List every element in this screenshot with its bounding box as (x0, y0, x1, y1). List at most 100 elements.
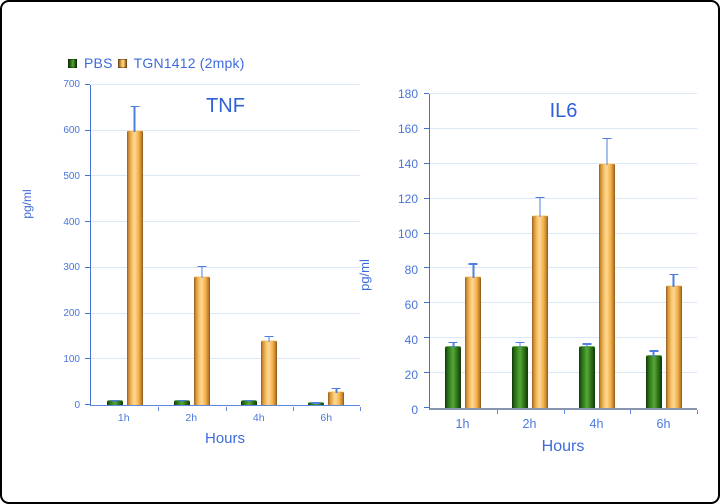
gridline (430, 372, 697, 374)
y-tick-label: 300 (63, 262, 80, 274)
gridline (91, 358, 360, 360)
y-tick-mark (424, 127, 429, 129)
x-tick-label: 1h (117, 412, 130, 424)
gridline (91, 129, 360, 131)
y-tick-label: 40 (404, 332, 418, 347)
x-tick-label: 2h (522, 417, 537, 431)
bar-tgn1412-2h (193, 276, 210, 405)
bar-slot (126, 85, 143, 405)
error-bar (311, 402, 321, 404)
x-tick-mark (496, 410, 498, 414)
y-tick-label: 20 (404, 367, 418, 382)
pbs-legend-swatch-icon (68, 58, 77, 68)
y-tick-label: 180 (397, 87, 418, 101)
bar-slot (106, 85, 123, 405)
bar-group-6h (645, 94, 682, 408)
y-tick-mark (85, 84, 90, 85)
error-bar (582, 343, 592, 349)
bar-slot (261, 85, 278, 405)
y-tick-mark (85, 175, 90, 177)
bar-pbs-4h (578, 345, 595, 408)
x-tick-label: 6h (320, 412, 333, 424)
y-tick-mark (424, 372, 429, 374)
gridline (91, 312, 360, 314)
x-tick-mark (360, 407, 361, 411)
gridline (430, 232, 697, 234)
bar-slot (665, 94, 682, 408)
error-bar (468, 263, 478, 279)
bar-tgn1412-4h (261, 340, 278, 405)
bar-slot (598, 94, 615, 408)
bar-slot (173, 85, 190, 405)
x-tick-label: 1h (455, 417, 470, 431)
error-bar (264, 335, 274, 343)
tnf-bar-groups (91, 85, 360, 405)
y-tick-label: 700 (63, 79, 80, 90)
y-tick-mark (424, 162, 429, 164)
gridline (430, 267, 697, 269)
tnf-x-axis-label: Hours (204, 430, 245, 447)
error-bar (602, 137, 612, 165)
gridline (430, 337, 697, 339)
tnf-plot-area: TNF (85, 84, 361, 411)
y-tick-label: 100 (63, 354, 80, 366)
bar-group-2h (173, 85, 210, 405)
il6-plot-area: IL6 (424, 93, 698, 414)
bar-tgn1412-1h (126, 129, 143, 405)
gridline (91, 221, 360, 223)
bar-tgn1412-6h (665, 284, 682, 408)
bar-slot (465, 94, 482, 408)
bar-pbs-2h (512, 345, 529, 408)
gridline (91, 84, 360, 85)
bar-pbs-6h (645, 354, 662, 408)
bar-group-4h (241, 85, 278, 405)
error-bar (515, 341, 525, 349)
bar-tgn1412-4h (598, 162, 615, 408)
bar-group-1h (106, 85, 143, 405)
tnf-y-axis-ticks: 0 100 200 300 400 500 600 700 (42, 79, 80, 411)
y-tick-label: 60 (404, 297, 418, 312)
bar-slot (512, 94, 529, 408)
bar-slot (241, 85, 258, 405)
x-tick-label: 6h (656, 417, 671, 431)
bar-tgn1412-6h (328, 391, 345, 405)
tnf-title: TNF (206, 95, 245, 117)
gridline (91, 175, 360, 177)
y-tick-mark (424, 302, 429, 304)
bar-tgn1412-1h (465, 276, 482, 408)
bar-slot (328, 85, 345, 405)
x-tick-label: 2h (185, 412, 198, 424)
error-bar (244, 399, 254, 403)
error-bar (535, 196, 545, 218)
x-tick-mark (630, 410, 632, 414)
x-tick-mark (563, 410, 565, 414)
y-tick-mark (85, 266, 90, 268)
y-tick-mark (424, 407, 429, 408)
gridline (430, 93, 697, 94)
il6-x-axis-label: Hours (541, 438, 585, 455)
bar-group-6h (308, 85, 345, 405)
error-bar (331, 387, 341, 393)
bar-group-1h (445, 94, 482, 408)
x-tick-mark (225, 407, 227, 411)
il6-title: IL6 (549, 100, 578, 122)
bar-group-2h (512, 94, 549, 408)
legend-label-tgn1412: TGN1412 (2mpk) (133, 55, 245, 71)
y-tick-mark (424, 337, 429, 339)
gridline (430, 162, 697, 164)
x-tick-mark (292, 407, 294, 411)
tgn1412-legend-swatch-icon (117, 58, 127, 68)
x-tick-label: 4h (252, 412, 265, 424)
y-tick-label: 0 (411, 403, 418, 417)
legend: PBS TGN1412 (2mpk) (68, 55, 245, 71)
y-tick-label: 200 (63, 308, 80, 320)
y-tick-mark (424, 267, 429, 269)
error-bar (197, 265, 207, 279)
error-bar (669, 273, 679, 288)
y-tick-mark (85, 221, 90, 223)
il6-y-axis-ticks: 0 20 40 60 80 100 120 140 160 180 (378, 88, 418, 416)
error-bar (177, 399, 187, 403)
y-tick-label: 600 (63, 124, 80, 136)
